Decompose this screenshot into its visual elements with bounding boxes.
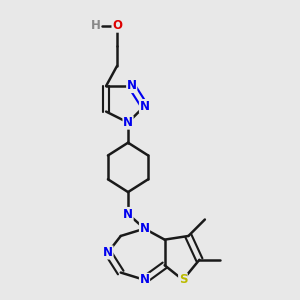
Text: H: H <box>91 19 100 32</box>
Text: N: N <box>140 100 149 112</box>
Text: N: N <box>123 208 133 220</box>
Text: O: O <box>112 19 122 32</box>
Text: N: N <box>123 116 133 129</box>
Text: N: N <box>140 222 149 235</box>
Text: N: N <box>140 273 149 286</box>
Text: N: N <box>103 246 113 259</box>
Text: N: N <box>127 80 137 92</box>
Text: S: S <box>179 273 187 286</box>
